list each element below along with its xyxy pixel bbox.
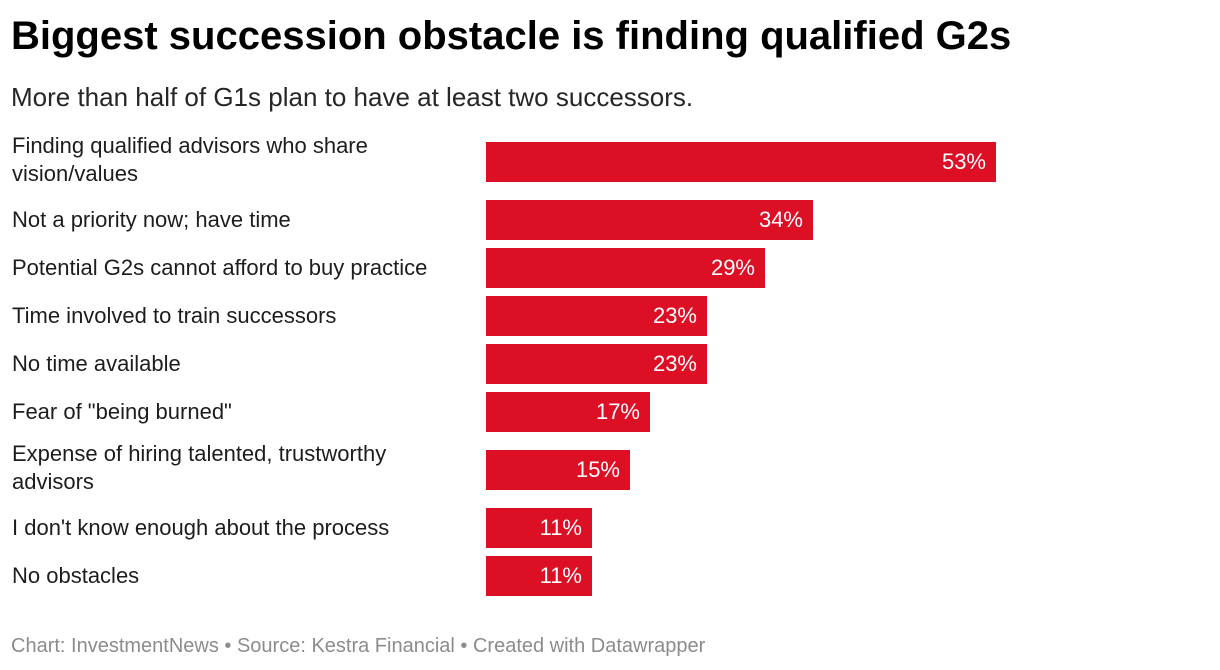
category-label: Fear of "being burned" [12,399,232,424]
value-label: 11% [539,515,582,540]
category-label: Time involved to train successors [12,303,337,328]
bar: 34% [486,200,813,240]
chart-subtitle: More than half of G1s plan to have at le… [11,82,694,112]
value-label: 34% [758,207,803,232]
bar: 23% [486,296,707,336]
category-label: No obstacles [12,563,140,588]
category-label: Expense of hiring talented, trustworthy … [12,441,387,494]
chart-title: Biggest succession obstacle is finding q… [11,14,1012,58]
category-label: Potential G2s cannot afford to buy pract… [12,255,428,280]
category-label: No time available [12,351,181,376]
bar: 29% [486,248,765,288]
category-label: I don't know enough about the process [12,515,390,540]
category-label: Not a priority now; have time [12,207,291,232]
bar: 17% [486,392,650,432]
bar: 11% [486,508,592,548]
bar: 53% [486,142,996,182]
value-label: 17% [595,399,640,424]
bar: 23% [486,344,707,384]
category-label: Finding qualified advisors who share vis… [12,133,368,186]
value-label: 29% [710,255,755,280]
value-label: 53% [941,149,986,174]
chart-footer: Chart: InvestmentNews • Source: Kestra F… [11,635,706,657]
value-label: 15% [575,457,620,482]
bar: 15% [486,450,630,490]
bar: 11% [486,556,592,596]
value-label: 11% [539,563,582,588]
value-label: 23% [652,351,697,376]
value-label: 23% [652,303,697,328]
